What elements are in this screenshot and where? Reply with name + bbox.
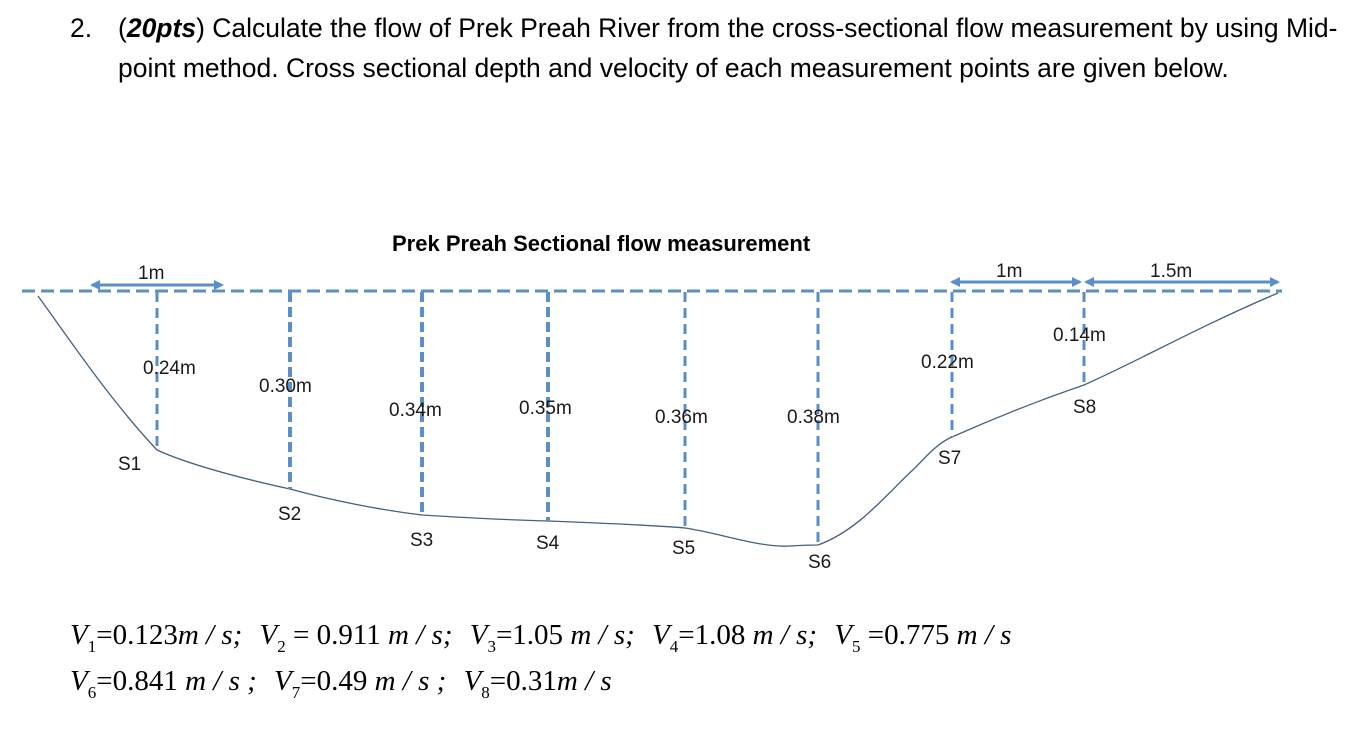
velocity-row-1: V1=0.123m / s; V2 = 0.911 m / s; V3=1.05… bbox=[70, 612, 1021, 658]
station-label-s7: S7 bbox=[938, 448, 961, 469]
velocity-symbol: V bbox=[652, 619, 670, 651]
velocity-unit: m / s; bbox=[177, 619, 243, 651]
velocity-value: =0.31 bbox=[489, 665, 557, 697]
question-points: 20pts bbox=[126, 13, 197, 43]
question-number: 2. bbox=[70, 13, 93, 43]
velocity-value: =0.841 bbox=[96, 665, 186, 697]
station-label-s6: S6 bbox=[808, 552, 831, 573]
velocity-v2: V2 = 0.911 m / s; bbox=[260, 612, 453, 670]
spacing-label-left: 1m bbox=[138, 263, 164, 284]
station-label-s3: S3 bbox=[410, 530, 433, 551]
depth-label-s1: 0.24m bbox=[143, 358, 196, 379]
velocity-subscript: 8 bbox=[481, 683, 490, 702]
station-label-s5: S5 bbox=[672, 538, 695, 559]
velocity-symbol: V bbox=[463, 665, 482, 697]
depth-label-s7: 0.22m bbox=[921, 352, 974, 373]
station-label-s1: S1 bbox=[118, 454, 141, 475]
velocity-unit: m / s bbox=[556, 665, 612, 697]
velocity-value: = 0.911 bbox=[285, 619, 389, 651]
velocity-symbol: V bbox=[70, 665, 88, 697]
question-text: (20pts) Calculate the flow of Prek Preah… bbox=[118, 8, 1338, 88]
velocity-v8: V8=0.31m / s bbox=[464, 658, 612, 716]
velocity-subscript: 7 bbox=[291, 683, 301, 702]
velocity-symbol: V bbox=[469, 619, 488, 651]
depth-label-s6: 0.38m bbox=[787, 407, 840, 428]
spacing-arrow-right-1: 1m bbox=[950, 261, 1082, 287]
velocity-value: =0.49 bbox=[300, 665, 375, 697]
depth-label-s3: 0.34m bbox=[389, 400, 442, 421]
depth-label-s2: 0.30m bbox=[259, 376, 312, 397]
velocity-row-2: V6=0.841 m / s ; V7=0.49 m / s ; V8=0.31… bbox=[70, 658, 1021, 704]
velocity-v5: V5 =0.775 m / s bbox=[834, 612, 1011, 670]
depth-label-s8: 0.14m bbox=[1053, 325, 1106, 346]
depth-label-s4: 0.35m bbox=[519, 398, 572, 419]
spacing-arrow-left: 1m bbox=[90, 263, 224, 290]
velocity-subscript: 5 bbox=[852, 637, 861, 656]
question-body: Calculate the flow of Prek Preah River f… bbox=[118, 13, 1338, 83]
velocity-subscript: 3 bbox=[487, 637, 496, 656]
velocity-value: =1.08 bbox=[678, 619, 753, 651]
velocity-v3: V3=1.05 m / s; bbox=[470, 612, 635, 670]
velocity-subscript: 1 bbox=[87, 637, 97, 656]
velocity-subscript: 2 bbox=[277, 637, 286, 656]
velocity-symbol: V bbox=[70, 619, 88, 651]
station-label-s4: S4 bbox=[536, 533, 560, 554]
velocity-unit: m / s; bbox=[570, 619, 635, 651]
velocity-v6: V6=0.841 m / s ; bbox=[70, 658, 257, 716]
velocity-v7: V7=0.49 m / s ; bbox=[274, 658, 446, 716]
velocity-unit: m / s bbox=[956, 619, 1012, 651]
velocity-symbol: V bbox=[834, 619, 853, 651]
velocity-value: =0.123 bbox=[96, 619, 178, 651]
velocity-subscript: 4 bbox=[669, 637, 679, 656]
velocity-unit: m / s ; bbox=[374, 665, 447, 697]
spacing-arrow-right-2: 1.5m bbox=[1084, 261, 1280, 287]
riverbed-profile bbox=[37, 292, 1279, 547]
velocity-value: =1.05 bbox=[495, 619, 571, 651]
velocity-subscript: 6 bbox=[87, 683, 97, 702]
open-paren: ( bbox=[118, 13, 127, 43]
spacing-label-right-1: 1m bbox=[996, 261, 1022, 282]
velocity-unit: m / s; bbox=[388, 619, 453, 651]
velocity-values: V1=0.123m / s; V2 = 0.911 m / s; V3=1.05… bbox=[70, 612, 1021, 704]
depth-label-s5: 0.36m bbox=[655, 407, 708, 428]
velocity-unit: m / s ; bbox=[185, 665, 257, 697]
velocity-unit: m / s; bbox=[752, 619, 818, 651]
station-label-s8: S8 bbox=[1073, 397, 1096, 418]
velocity-v1: V1=0.123m / s; bbox=[70, 612, 242, 670]
velocity-value: =0.775 bbox=[860, 619, 957, 651]
velocity-symbol: V bbox=[259, 619, 278, 651]
velocity-symbol: V bbox=[274, 665, 292, 697]
diagram-title: Prek Preah Sectional flow measurement bbox=[392, 231, 811, 256]
close-paren: ) bbox=[196, 13, 205, 43]
station-label-s2: S2 bbox=[278, 504, 301, 525]
spacing-label-right-2: 1.5m bbox=[1150, 261, 1192, 282]
velocity-v4: V4=1.08 m / s; bbox=[652, 612, 817, 670]
